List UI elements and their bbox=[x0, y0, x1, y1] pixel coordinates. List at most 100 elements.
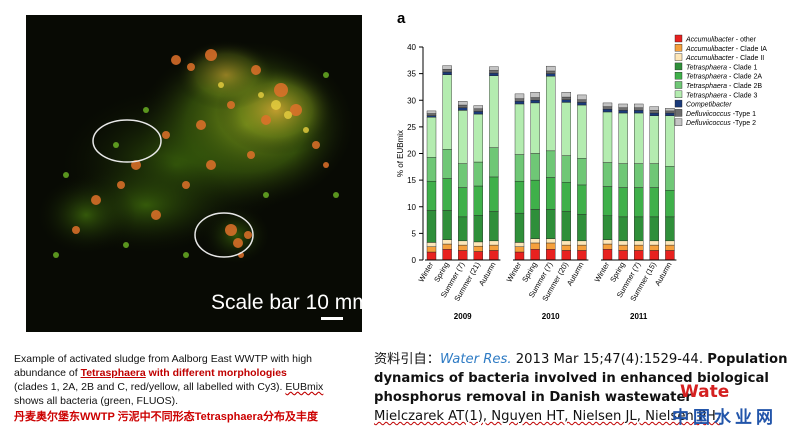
bar-segment bbox=[530, 92, 540, 98]
bar-segment bbox=[442, 243, 452, 250]
bar-segment bbox=[618, 112, 628, 164]
bar-segment bbox=[489, 244, 499, 251]
bar-segment bbox=[426, 157, 437, 182]
bar-segment bbox=[530, 153, 540, 181]
bar-segment bbox=[514, 98, 525, 102]
bar-segment bbox=[545, 76, 556, 152]
bar-segment bbox=[442, 74, 452, 150]
stacked-bar-chart: a 0 5 10 15 20 25 30 35 40% of EUBmix Winter Spring… bbox=[375, 5, 795, 345]
y-axis-label: % of EUBmix bbox=[396, 130, 405, 177]
y-tick-label: 40 bbox=[407, 43, 416, 52]
bar-segment bbox=[442, 178, 452, 211]
legend-label: Accumulibacter - Clade II bbox=[685, 55, 764, 62]
legend-swatch bbox=[674, 81, 683, 89]
bar-segment bbox=[457, 250, 468, 261]
bar-segment bbox=[530, 97, 540, 101]
bar-segment bbox=[561, 92, 572, 98]
watermark-brand: Wate bbox=[680, 382, 730, 402]
bar-segment bbox=[530, 249, 540, 261]
bar-segment bbox=[665, 240, 675, 246]
panel-label: a bbox=[397, 10, 406, 27]
y-tick-label: 20 bbox=[407, 150, 416, 159]
micrograph-image bbox=[26, 15, 362, 332]
reference-prefix: 资料引自： bbox=[374, 352, 440, 367]
bar-segment bbox=[665, 110, 675, 114]
bar-segment bbox=[634, 240, 644, 246]
bar-segment bbox=[473, 251, 484, 261]
bar-segment bbox=[602, 106, 613, 110]
bar-segment bbox=[649, 112, 659, 116]
bar-segment bbox=[545, 73, 556, 77]
bar-segment bbox=[561, 240, 572, 246]
bar-segment bbox=[577, 250, 587, 261]
bar-segment bbox=[649, 110, 659, 114]
bar-segment bbox=[473, 105, 484, 109]
bar-segment bbox=[457, 107, 468, 111]
bar-segment bbox=[602, 109, 613, 113]
legend-label: Tetrasphaera - Clade 2B bbox=[686, 83, 762, 90]
y-tick-label: 5 bbox=[412, 229, 417, 238]
bar-segment bbox=[618, 187, 628, 218]
bar-segment bbox=[514, 103, 525, 155]
bar-segment bbox=[634, 103, 644, 108]
bar-segment bbox=[577, 214, 587, 242]
bar-segment bbox=[442, 69, 452, 73]
legend-swatch bbox=[674, 53, 683, 61]
bar-segment bbox=[665, 216, 675, 242]
bar-segment bbox=[634, 216, 644, 242]
reference-authors: Mielczarek AT(1), Nguyen HT, Nielsen JL,… bbox=[374, 409, 720, 424]
bar-segment bbox=[665, 244, 675, 251]
legend-label: Defluviicoccus -Type 1 bbox=[686, 111, 756, 118]
legend-label: Tetrasphaera - Clade 2A bbox=[686, 74, 762, 81]
bar-segment bbox=[426, 180, 437, 211]
bar-segment bbox=[442, 249, 452, 261]
bar-segment bbox=[426, 246, 437, 253]
bar-segment bbox=[442, 149, 452, 179]
bar-segment bbox=[602, 249, 613, 261]
micrograph-canvas bbox=[26, 15, 362, 332]
legend-swatch bbox=[674, 71, 683, 80]
y-tick-label: 15 bbox=[407, 176, 416, 185]
bar-segment bbox=[489, 75, 499, 148]
legend-swatch bbox=[674, 99, 683, 108]
bar-segment bbox=[634, 163, 644, 188]
watermark-brand-cn: 中国水业网 bbox=[672, 408, 777, 428]
bar-segment bbox=[426, 110, 437, 114]
bar-segment bbox=[457, 101, 468, 106]
bar-segment bbox=[489, 66, 499, 71]
scale-bar-line bbox=[321, 317, 343, 320]
caption-eubmix: EUBmix bbox=[285, 381, 324, 393]
bar-segment bbox=[514, 212, 525, 243]
bar-segment bbox=[457, 240, 468, 246]
bar-segment bbox=[577, 94, 587, 100]
bar-segment bbox=[442, 65, 452, 70]
bar-segment bbox=[602, 102, 613, 107]
bar-segment bbox=[514, 154, 525, 182]
reference-journal[interactable]: Water Res. bbox=[439, 352, 512, 367]
bar-segment bbox=[489, 147, 499, 178]
bar-segment bbox=[530, 102, 540, 154]
bar-segment bbox=[665, 112, 675, 116]
legend-label: Competibacter bbox=[686, 102, 732, 109]
bar-segment bbox=[426, 113, 437, 116]
group-label: 2009 bbox=[454, 312, 472, 321]
bar-segment bbox=[602, 215, 613, 240]
bar-segment bbox=[577, 240, 587, 246]
bar-segment bbox=[649, 115, 659, 164]
bar-segment bbox=[577, 99, 587, 103]
bar-segment bbox=[665, 108, 675, 112]
bar-segment bbox=[634, 110, 644, 114]
bar-segment bbox=[665, 166, 675, 191]
bar-segment bbox=[514, 93, 525, 99]
legend-label: Accumulibacter - Clade IA bbox=[685, 46, 767, 53]
bar-segment bbox=[545, 150, 556, 178]
legend-label: Accumulibacter - other bbox=[685, 37, 757, 44]
bar-segment bbox=[561, 99, 572, 103]
bar-segment bbox=[545, 70, 556, 74]
bar-segment bbox=[457, 110, 468, 164]
bar-segment bbox=[634, 112, 644, 164]
bar-segment bbox=[618, 216, 628, 242]
bar-segment bbox=[634, 107, 644, 111]
legend-swatch bbox=[674, 34, 683, 43]
